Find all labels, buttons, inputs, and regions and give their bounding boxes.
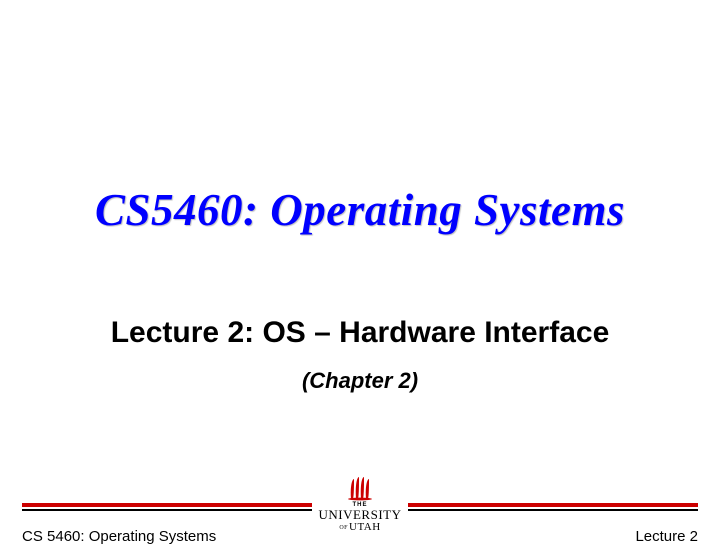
university-logo: THE UNIVERSITY OFUTAH (314, 477, 406, 533)
feather-icon (345, 477, 375, 501)
logo-text-university: UNIVERSITY (314, 508, 406, 522)
divider-red (22, 503, 312, 507)
divider-black (408, 509, 698, 511)
slide-footer: THE UNIVERSITY OFUTAH CS 5460: Operating… (0, 483, 720, 543)
divider-red (408, 503, 698, 507)
slide-content: CS5460: Operating Systems Lecture 2: OS … (0, 0, 720, 557)
slide: CS5460: Operating Systems Lecture 2: OS … (0, 0, 720, 557)
course-title: CS5460: Operating Systems (95, 184, 625, 236)
footer-right-text: Lecture 2 (635, 528, 698, 545)
divider-black (22, 509, 312, 511)
chapter-label: (Chapter 2) (302, 368, 418, 394)
divider-right (408, 503, 698, 511)
logo-text-utah-word: UTAH (349, 521, 381, 533)
lecture-title: Lecture 2: OS – Hardware Interface (111, 316, 610, 350)
footer-left-text: CS 5460: Operating Systems (22, 528, 216, 545)
logo-text-utah: OFUTAH (314, 522, 406, 533)
logo-text-of: OF (339, 525, 348, 531)
divider-left (22, 503, 312, 511)
